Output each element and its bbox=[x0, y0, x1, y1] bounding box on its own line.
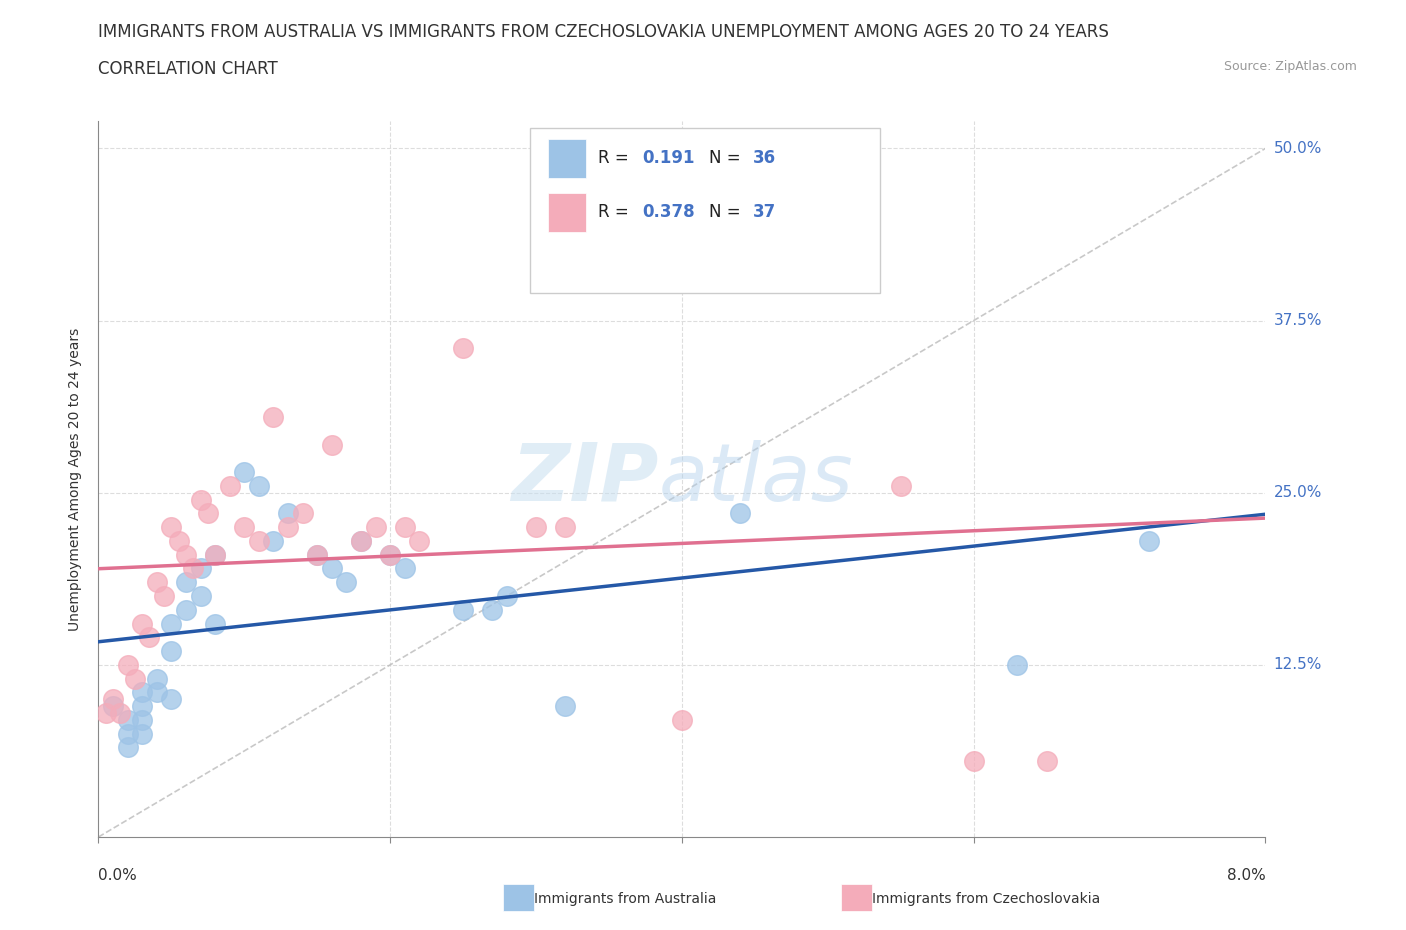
Point bbox=[481, 603, 503, 618]
Text: Immigrants from Czechoslovakia: Immigrants from Czechoslovakia bbox=[872, 892, 1099, 907]
Text: 50.0%: 50.0% bbox=[1274, 141, 1322, 156]
Point bbox=[117, 658, 139, 672]
Point bbox=[146, 575, 169, 590]
Text: R =: R = bbox=[598, 203, 634, 221]
Point bbox=[110, 706, 132, 721]
Text: Immigrants from Australia: Immigrants from Australia bbox=[534, 892, 717, 907]
Point bbox=[496, 589, 519, 604]
Point bbox=[451, 603, 474, 618]
Text: Source: ZipAtlas.com: Source: ZipAtlas.com bbox=[1223, 60, 1357, 73]
Point bbox=[131, 685, 153, 700]
Point bbox=[204, 616, 226, 631]
Point bbox=[218, 478, 240, 493]
Point bbox=[233, 465, 256, 480]
Text: IMMIGRANTS FROM AUSTRALIA VS IMMIGRANTS FROM CZECHOSLOVAKIA UNEMPLOYMENT AMONG A: IMMIGRANTS FROM AUSTRALIA VS IMMIGRANTS … bbox=[98, 23, 1109, 41]
Text: 0.0%: 0.0% bbox=[98, 868, 138, 883]
Point bbox=[1007, 658, 1029, 672]
Point bbox=[394, 561, 416, 576]
Point bbox=[451, 340, 474, 355]
Text: N =: N = bbox=[709, 203, 745, 221]
Point bbox=[277, 506, 299, 521]
Point bbox=[291, 506, 314, 521]
Point bbox=[181, 561, 204, 576]
Point bbox=[190, 589, 212, 604]
Point bbox=[174, 547, 197, 562]
Point bbox=[146, 671, 169, 686]
Point bbox=[124, 671, 146, 686]
Point bbox=[247, 478, 270, 493]
Text: ZIP: ZIP bbox=[512, 440, 658, 518]
Point bbox=[394, 520, 416, 535]
Point bbox=[146, 685, 169, 700]
Point bbox=[233, 520, 256, 535]
Point bbox=[190, 492, 212, 507]
Text: 25.0%: 25.0% bbox=[1274, 485, 1322, 500]
Text: CORRELATION CHART: CORRELATION CHART bbox=[98, 60, 278, 78]
Text: 36: 36 bbox=[754, 150, 776, 167]
FancyBboxPatch shape bbox=[530, 128, 880, 293]
Point bbox=[380, 547, 402, 562]
Point bbox=[101, 698, 124, 713]
Point bbox=[160, 644, 183, 658]
Point bbox=[117, 726, 139, 741]
Point bbox=[174, 575, 197, 590]
Point bbox=[408, 534, 430, 549]
Point bbox=[380, 547, 402, 562]
Point bbox=[197, 506, 219, 521]
Point bbox=[101, 692, 124, 707]
Point bbox=[167, 534, 190, 549]
Y-axis label: Unemployment Among Ages 20 to 24 years: Unemployment Among Ages 20 to 24 years bbox=[69, 327, 83, 631]
Point bbox=[321, 437, 343, 452]
Point bbox=[174, 603, 197, 618]
Point bbox=[307, 547, 329, 562]
Point bbox=[131, 712, 153, 727]
Point bbox=[204, 547, 226, 562]
Text: R =: R = bbox=[598, 150, 634, 167]
Point bbox=[307, 547, 329, 562]
Point bbox=[247, 534, 270, 549]
Point bbox=[277, 520, 299, 535]
Point bbox=[817, 141, 839, 156]
Point bbox=[335, 575, 357, 590]
Bar bbox=[548, 193, 586, 232]
Point bbox=[364, 520, 387, 535]
Point bbox=[962, 754, 984, 769]
Point bbox=[671, 712, 693, 727]
Bar bbox=[548, 139, 586, 179]
Point bbox=[190, 561, 212, 576]
Point bbox=[554, 520, 576, 535]
Point bbox=[160, 692, 183, 707]
Point bbox=[1035, 754, 1057, 769]
Point bbox=[350, 534, 373, 549]
Point bbox=[94, 706, 117, 721]
Point bbox=[160, 520, 183, 535]
Point bbox=[350, 534, 373, 549]
Point bbox=[321, 561, 343, 576]
Point bbox=[131, 698, 153, 713]
Text: 0.378: 0.378 bbox=[643, 203, 695, 221]
Point bbox=[262, 534, 284, 549]
Text: 37: 37 bbox=[754, 203, 776, 221]
Point bbox=[153, 589, 176, 604]
Point bbox=[204, 547, 226, 562]
Text: 37.5%: 37.5% bbox=[1274, 313, 1322, 328]
Text: atlas: atlas bbox=[658, 440, 853, 518]
Text: 8.0%: 8.0% bbox=[1226, 868, 1265, 883]
Point bbox=[131, 726, 153, 741]
Point bbox=[160, 616, 183, 631]
Point bbox=[262, 409, 284, 424]
Point bbox=[730, 506, 752, 521]
Point bbox=[138, 630, 160, 644]
Text: 0.191: 0.191 bbox=[643, 150, 695, 167]
Point bbox=[117, 712, 139, 727]
Point bbox=[1137, 534, 1160, 549]
Point bbox=[131, 616, 153, 631]
Point bbox=[554, 698, 576, 713]
Text: 12.5%: 12.5% bbox=[1274, 658, 1322, 672]
Point bbox=[524, 520, 547, 535]
Point bbox=[117, 740, 139, 755]
Point bbox=[890, 478, 912, 493]
Text: N =: N = bbox=[709, 150, 745, 167]
